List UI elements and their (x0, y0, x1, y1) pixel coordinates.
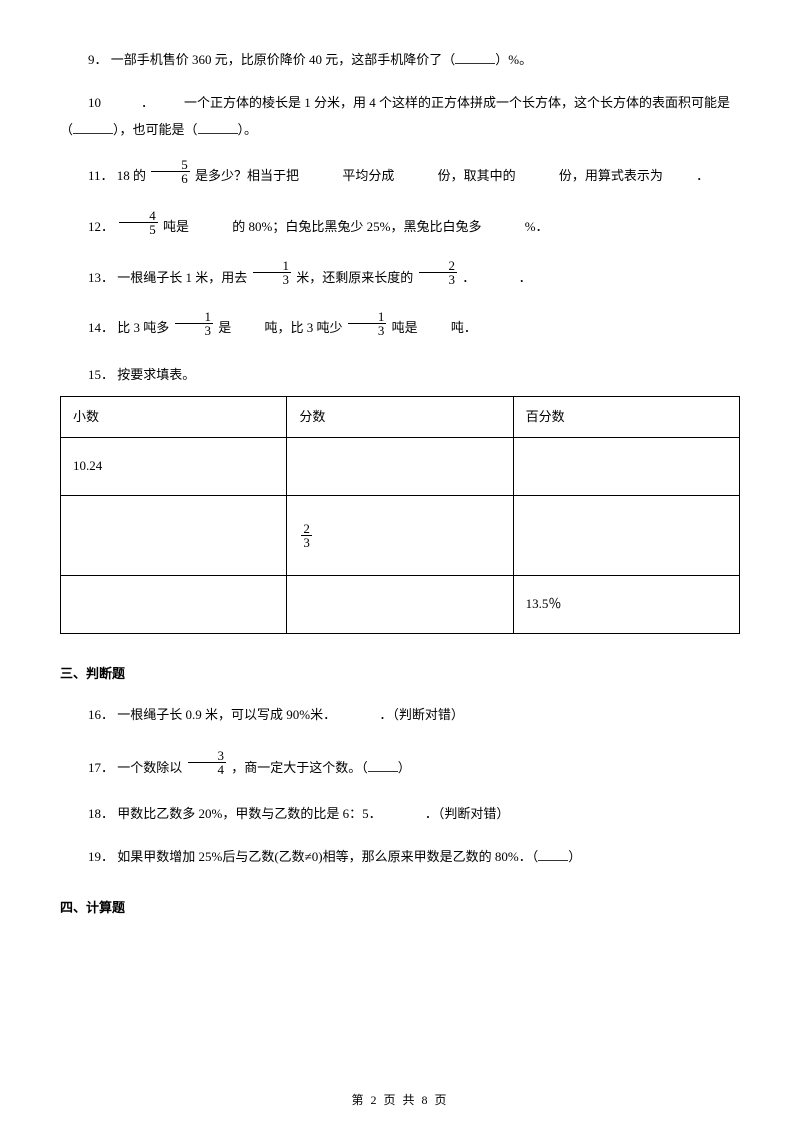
question-16: 16． 一根绳子长 0.9 米，可以写成 90%米． ．（判断对错） (60, 705, 740, 726)
fraction: 56 (151, 158, 190, 185)
q13-text-a: 一根绳子长 1 米，用去 (117, 270, 247, 285)
fraction: 45 (119, 209, 158, 236)
table-row: 10.24 (61, 438, 740, 496)
q10-line2-c: ）。 (238, 122, 258, 137)
question-9: 9． 一部手机售价 360 元，比原价降价 40 元，这部手机降价了（ ）%。 (60, 50, 740, 71)
question-13: 13． 一根绳子长 1 米，用去 13 米，还剩原来长度的 23 ． ． (60, 264, 740, 293)
blank (455, 50, 495, 64)
blank (73, 120, 113, 134)
q19-text-a: 如果甲数增加 25%后与乙数(乙数≠0)相等，那么原来甲数是乙数的 80%．（ (117, 849, 538, 864)
fraction: 13 (253, 259, 292, 286)
q14-text-a: 比 3 吨多 (117, 320, 169, 335)
fill-table: 小数 分数 百分数 10.24 23 13.5％ (60, 396, 740, 634)
cell-decimal: 10.24 (61, 438, 287, 496)
q14-text-c: 吨，比 3 吨少 (265, 320, 343, 335)
question-19: 19． 如果甲数增加 25%后与乙数(乙数≠0)相等，那么原来甲数是乙数的 80… (60, 847, 740, 868)
q11-text-d: 份，取其中的 (438, 168, 516, 183)
question-12: 12． 45 吨是 的 80%；白兔比黑兔少 25%，黑兔比白兔多 %． (60, 213, 740, 242)
table-row: 小数 分数 百分数 (61, 396, 740, 438)
cell-fraction: 23 (287, 496, 513, 576)
q19-text-b: ） (568, 849, 581, 864)
q17-text-c: ） (398, 760, 411, 775)
q13-num: 13． (88, 270, 114, 285)
cell-empty (513, 438, 739, 496)
q13-text-d: ． (519, 270, 532, 285)
q10-num: 10 (88, 95, 101, 110)
q10-line2-a: （ (60, 122, 73, 137)
q9-text-a: 一部手机售价 360 元，比原价降价 40 元，这部手机降价了（ (111, 52, 456, 67)
page-footer: 第 2 页 共 8 页 (0, 1091, 800, 1110)
section-heading-3: 三、判断题 (60, 664, 740, 685)
question-18: 18． 甲数比乙数多 20%，甲数与乙数的比是 6：5． ．（判断对错） (60, 804, 740, 825)
th-fraction: 分数 (287, 396, 513, 438)
q9-text-b: ）%。 (495, 52, 532, 67)
q17-text-b: ，商一定大于这个数。（ (231, 760, 368, 775)
th-percent: 百分数 (513, 396, 739, 438)
q16-text-a: 一根绳子长 0.9 米，可以写成 90%米． (117, 707, 336, 722)
q13-text-b: 米，还剩原来长度的 (296, 270, 413, 285)
q16-text-b: ．（判断对错） (379, 707, 464, 722)
q16-num: 16． (88, 707, 114, 722)
blank (368, 758, 398, 772)
q10-text-a: 一个正方体的棱长是 1 分米，用 4 个这样的正方体拼成一个长方体，这个长方体的… (184, 95, 730, 110)
blank (538, 847, 568, 861)
q11-text-a: 18 的 (117, 168, 146, 183)
q19-num: 19． (88, 849, 114, 864)
q12-text-b: 的 80%；白兔比黑兔少 25%，黑兔比白兔多 (232, 219, 481, 234)
fraction: 13 (175, 310, 214, 337)
cell-percent: 13.5％ (513, 576, 739, 634)
cell-empty (61, 576, 287, 634)
q12-text-a: 吨是 (163, 219, 189, 234)
q12-num: 12． (88, 219, 114, 234)
q11-text-f: ． (696, 168, 709, 183)
q15-text: 按要求填表。 (117, 367, 195, 382)
cell-empty (61, 496, 287, 576)
fraction: 23 (419, 259, 458, 286)
q17-text-a: 一个数除以 (117, 760, 182, 775)
q17-num: 17． (88, 760, 114, 775)
q15-num: 15． (88, 367, 114, 382)
q10-dot: ． (141, 95, 154, 110)
fraction: 23 (301, 522, 312, 549)
q18-num: 18． (88, 806, 114, 821)
q11-text-e: 份，用算式表示为 (559, 168, 663, 183)
section-heading-4: 四、计算题 (60, 898, 740, 919)
q12-text-c: %． (525, 219, 549, 234)
th-decimal: 小数 (61, 396, 287, 438)
cell-empty (287, 576, 513, 634)
table-row: 13.5％ (61, 576, 740, 634)
q14-num: 14． (88, 320, 114, 335)
fraction: 13 (348, 310, 387, 337)
question-17: 17． 一个数除以 34 ，商一定大于这个数。（） (60, 754, 740, 783)
q14-text-e: 吨． (451, 320, 477, 335)
q11-text-c: 平均分成 (342, 168, 394, 183)
q10-line2-b: ），也可能是（ (113, 122, 198, 137)
table-row: 23 (61, 496, 740, 576)
q18-text-a: 甲数比乙数多 20%，甲数与乙数的比是 6：5． (117, 806, 381, 821)
q18-text-b: ．（判断对错） (425, 806, 510, 821)
question-14: 14． 比 3 吨多 13 是 吨，比 3 吨少 13 吨是 吨． (60, 314, 740, 343)
cell-empty (513, 496, 739, 576)
question-15: 15． 按要求填表。 (60, 365, 740, 386)
fraction: 34 (188, 749, 227, 776)
q14-text-b: 是 (218, 320, 231, 335)
question-11: 11． 18 的 56 是多少？相当于把 平均分成 份，取其中的 份，用算式表示… (60, 162, 740, 191)
q14-text-d: 吨是 (392, 320, 418, 335)
q11-num: 11． (88, 168, 114, 183)
cell-empty (287, 438, 513, 496)
blank (198, 120, 238, 134)
q11-text-b: 是多少？相当于把 (195, 168, 299, 183)
q13-text-c: ． (462, 270, 475, 285)
question-10: 10 ． 一个正方体的棱长是 1 分米，用 4 个这样的正方体拼成一个长方体，这个长… (60, 93, 740, 141)
q9-num: 9． (88, 52, 108, 67)
